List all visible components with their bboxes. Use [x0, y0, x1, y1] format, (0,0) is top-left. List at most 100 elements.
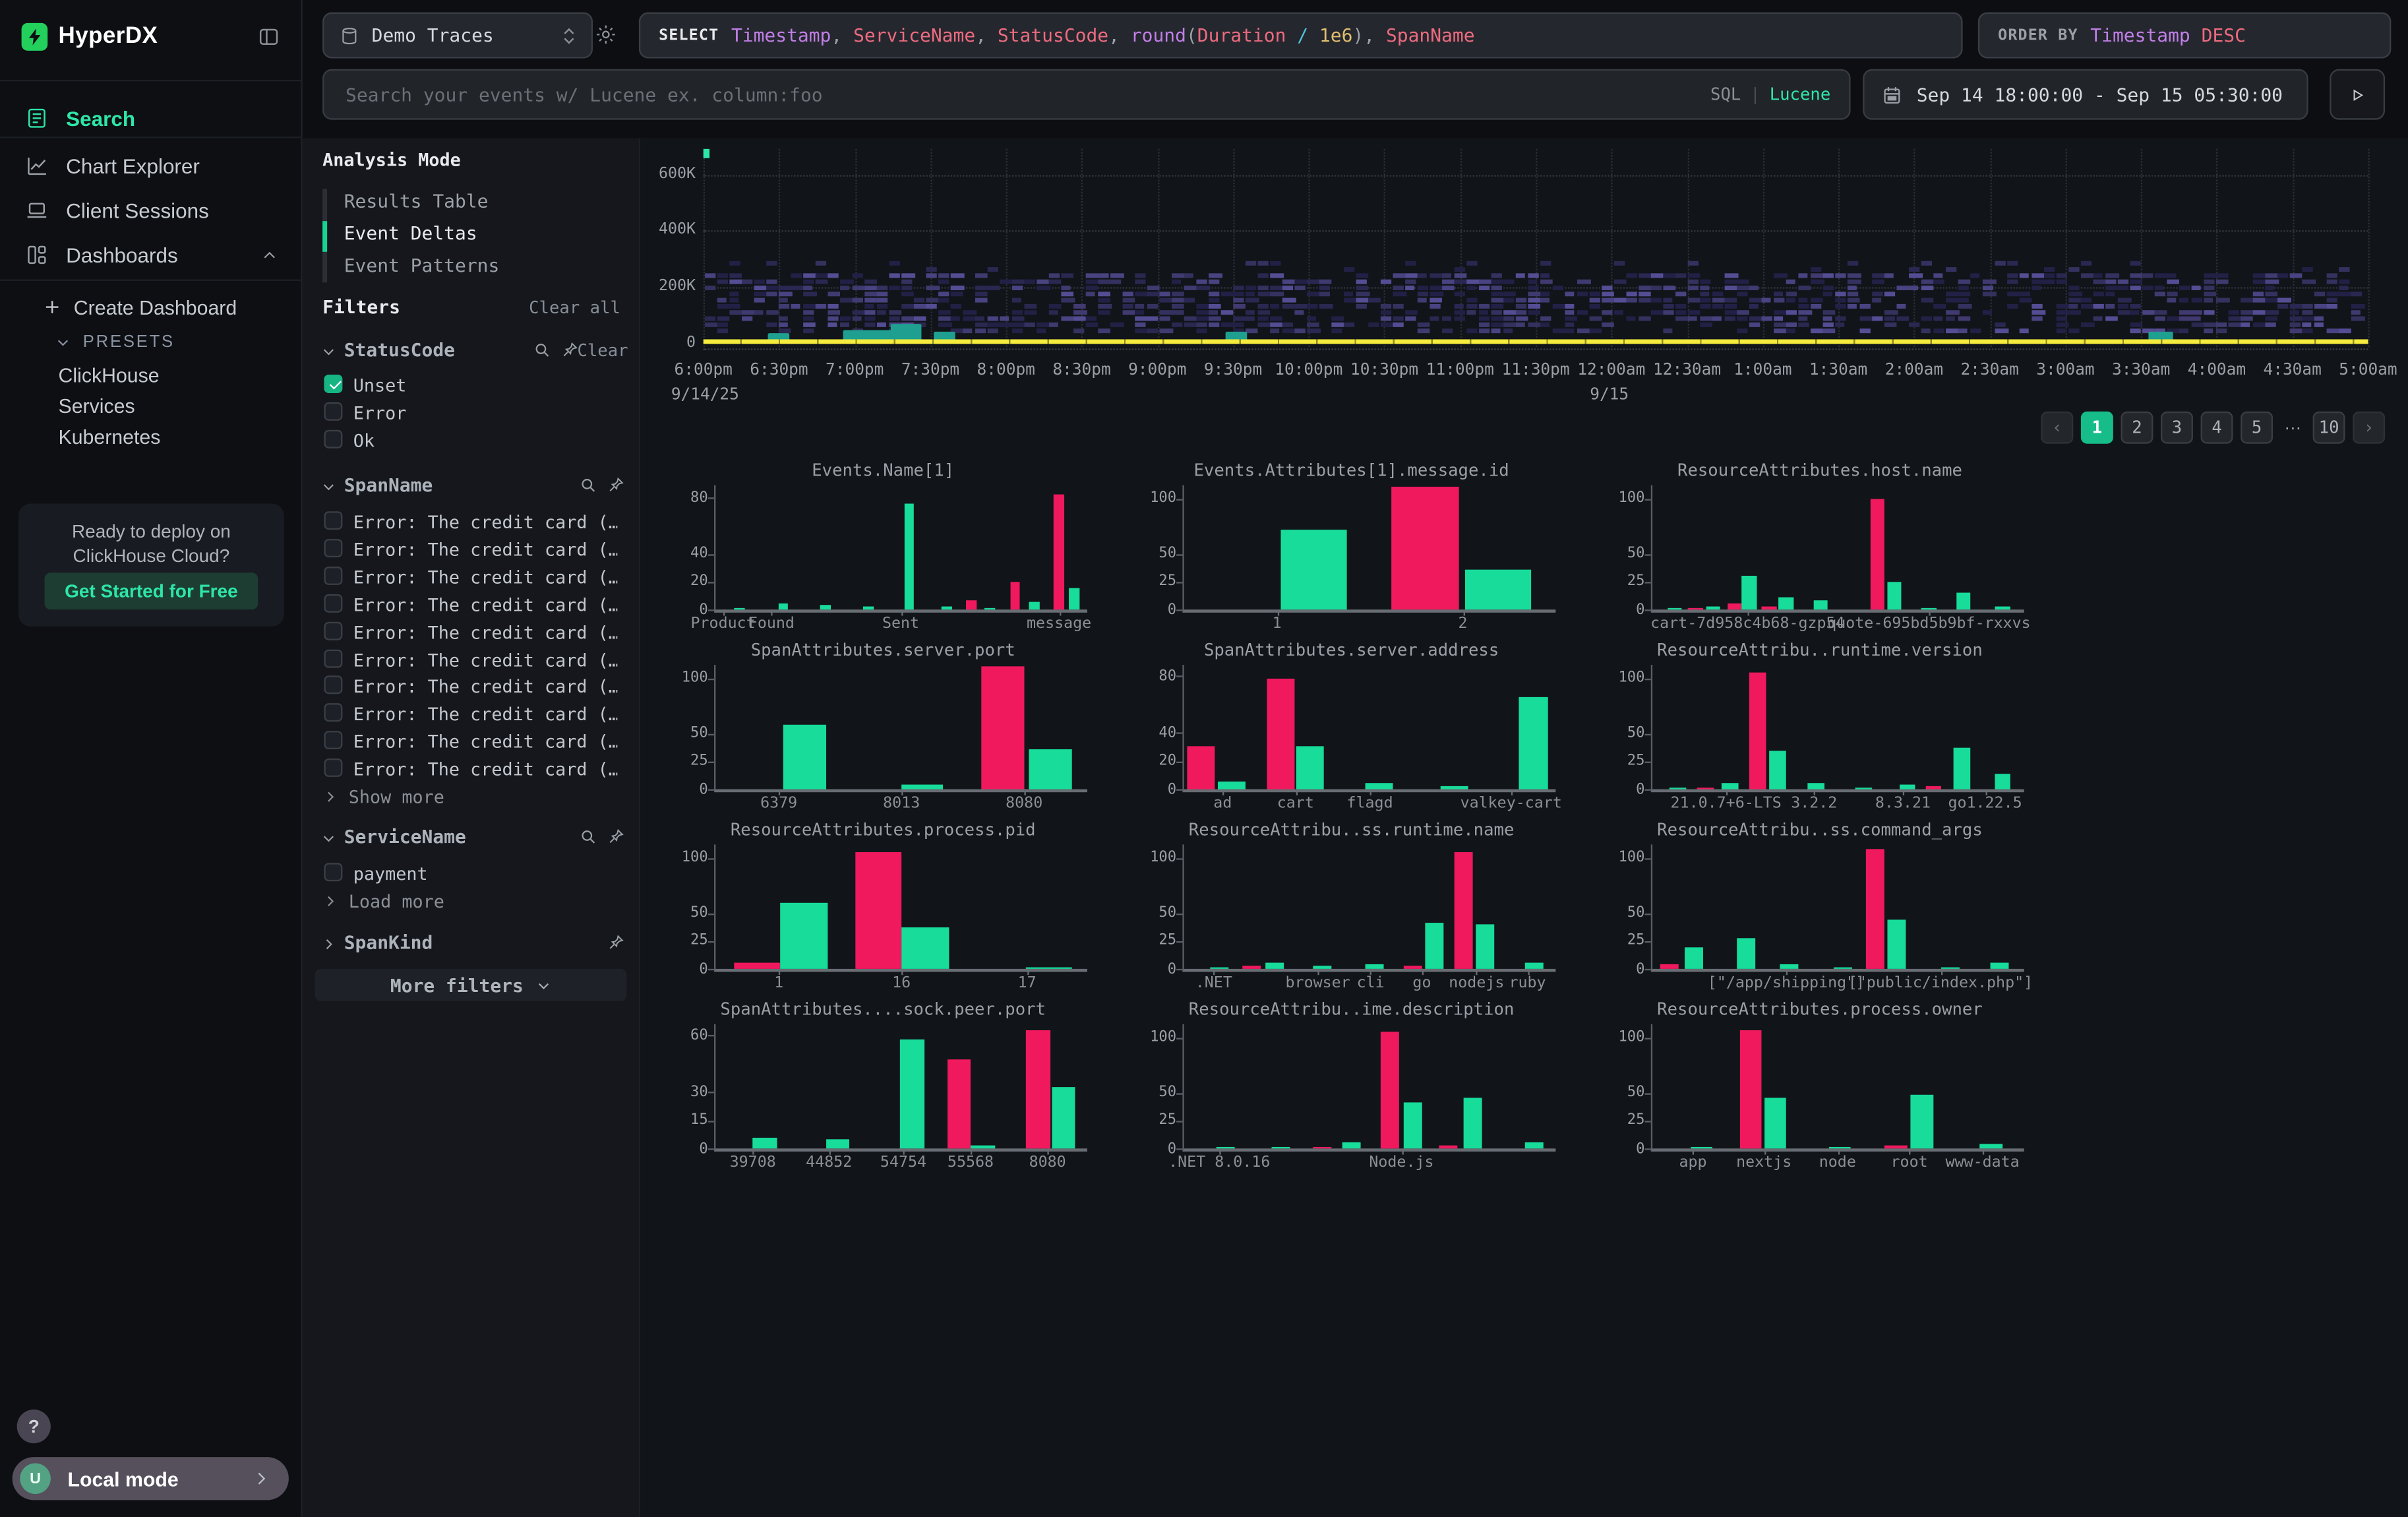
checkbox-unchecked[interactable] — [324, 758, 343, 778]
prev-page-button[interactable]: ‹ — [2041, 411, 2074, 444]
filter-group-header-spanname[interactable]: SpanName — [303, 473, 640, 501]
preset-link-services[interactable]: Services — [0, 390, 303, 421]
filter-checkbox-row[interactable]: payment — [303, 861, 640, 886]
filter-checkbox-row[interactable]: Unset — [303, 373, 640, 398]
checkbox-unchecked[interactable] — [324, 538, 343, 557]
analysis-mode-option-event-patterns[interactable]: Event Patterns — [344, 255, 500, 277]
mini-chart[interactable]: ResourceAttribu..ss.command_args 100 50 25 0… — [1605, 820, 2035, 992]
mini-chart[interactable]: ResourceAttribu..runtime.version 100 50 25 0… — [1605, 640, 2035, 812]
checkbox-unchecked[interactable] — [324, 402, 343, 421]
checkbox-unchecked[interactable] — [324, 594, 343, 613]
sidebar-item-client-sessions[interactable]: Client Sessions — [0, 189, 303, 232]
analysis-mode-option-results-table[interactable]: Results Table — [344, 190, 489, 212]
load-more-button[interactable]: Load more — [322, 890, 444, 913]
filter-checkbox-row[interactable]: Error — [303, 400, 640, 425]
filter-group-header-statuscode[interactable]: StatusCode Clear — [303, 338, 640, 365]
filter-checkbox-row[interactable]: Error: The credit card (… — [303, 620, 640, 644]
heatmap-cell — [2056, 328, 2066, 334]
local-mode-menu[interactable]: U Local mode — [12, 1457, 289, 1501]
search-input[interactable] — [342, 82, 1711, 107]
mode-lucene-toggle[interactable]: Lucene — [1769, 84, 1831, 105]
pin-icon[interactable] — [607, 828, 625, 846]
filter-checkbox-row[interactable]: Error: The credit card (… — [303, 675, 640, 699]
page-button-1[interactable]: 1 — [2080, 411, 2113, 444]
filter-group-header-spankind[interactable]: SpanKind — [303, 931, 640, 958]
hyperdx-logo-icon[interactable] — [21, 22, 48, 51]
app-title[interactable]: HyperDX — [58, 22, 158, 49]
bar — [1884, 1145, 1908, 1149]
filter-checkbox-row[interactable]: Error: The credit card (… — [303, 702, 640, 727]
mini-chart[interactable]: ResourceAttributes.process.owner 100 50 25 0… — [1605, 999, 2035, 1171]
presets-section-toggle[interactable]: PRESETS — [0, 327, 303, 358]
heatmap-cell — [2179, 297, 2189, 303]
search-icon[interactable] — [579, 828, 597, 846]
heatmap-cell — [2302, 322, 2312, 328]
filter-checkbox-row[interactable]: Error: The credit card (… — [303, 510, 640, 534]
pin-icon[interactable] — [607, 476, 625, 495]
run-query-button[interactable] — [2330, 69, 2386, 120]
mini-chart[interactable]: ResourceAttributes.process.pid 100 50 25 0 1 1… — [668, 820, 1098, 992]
mode-sql-toggle[interactable]: SQL — [1710, 84, 1741, 105]
source-select[interactable]: Demo Traces — [322, 12, 593, 59]
page-button-3[interactable]: 3 — [2161, 411, 2193, 444]
heatmap-cell — [1294, 285, 1305, 291]
time-range-picker[interactable]: Sep 14 18:00:00 - Sep 15 05:30:00 — [1863, 69, 2308, 120]
pin-icon[interactable] — [560, 341, 579, 359]
help-button[interactable]: ? — [16, 1409, 51, 1444]
checkbox-unchecked[interactable] — [324, 648, 343, 667]
page-button-2[interactable]: 2 — [2121, 411, 2153, 444]
checkbox-unchecked[interactable] — [324, 863, 343, 882]
sidebar-item-dashboards[interactable]: Dashboards — [0, 233, 303, 276]
checkbox-unchecked[interactable] — [324, 566, 343, 585]
mini-chart[interactable]: Events.Attributes[1].message.id 100 50 25 0 1… — [1137, 460, 1567, 633]
preset-link-clickhouse[interactable]: ClickHouse — [0, 359, 303, 390]
get-started-button[interactable]: Get Started for Free — [44, 573, 258, 610]
filter-checkbox-row[interactable]: Error: The credit card (… — [303, 757, 640, 782]
analysis-mode-option-event-deltas[interactable]: Event Deltas — [344, 222, 477, 245]
checkbox-unchecked[interactable] — [324, 621, 343, 640]
filter-checkbox-row[interactable]: Error: The credit card (… — [303, 538, 640, 562]
more-filters-button[interactable]: More filters — [315, 968, 627, 1001]
mini-chart[interactable]: Events.Name[1] 80 40 20 0 Product Found Sent mes… — [668, 460, 1098, 633]
filter-checkbox-row[interactable]: Ok — [303, 428, 640, 452]
checkbox-unchecked[interactable] — [324, 703, 343, 722]
collapse-sidebar-icon[interactable] — [256, 24, 281, 49]
mini-chart[interactable]: SpanAttributes....sock.peer.port 60 30 15 0 3… — [668, 999, 1098, 1171]
order-by-editor[interactable]: ORDER BY Timestamp DESC — [1977, 12, 2392, 59]
sidebar-item-search[interactable]: Search — [0, 97, 303, 140]
pin-icon[interactable] — [607, 933, 625, 952]
search-icon[interactable] — [533, 341, 551, 359]
heatmap-cell — [864, 297, 877, 303]
show-more-button[interactable]: Show more — [322, 786, 444, 809]
mini-chart[interactable]: SpanAttributes.server.port 100 50 25 0 6379 80… — [668, 640, 1098, 812]
filter-group-header-servicename[interactable]: ServiceName — [303, 824, 640, 852]
search-icon[interactable] — [579, 476, 597, 495]
checkbox-unchecked[interactable] — [324, 731, 343, 750]
mini-chart[interactable]: SpanAttributes.server.address 80 40 20 0 ad ca… — [1137, 640, 1567, 813]
checkbox-unchecked[interactable] — [324, 676, 343, 695]
next-page-button[interactable]: › — [2353, 411, 2386, 444]
mini-chart[interactable]: ResourceAttribu..ss.runtime.name 100 50 25 0… — [1137, 820, 1567, 992]
filter-checkbox-row[interactable]: Error: The credit card (… — [303, 647, 640, 671]
clear-all-button[interactable]: Clear all — [529, 297, 620, 318]
page-button-4[interactable]: 4 — [2200, 411, 2233, 444]
checkbox-checked[interactable] — [324, 375, 343, 393]
page-button-10[interactable]: 10 — [2312, 411, 2345, 444]
mini-chart[interactable]: ResourceAttribu..ime.description 100 50 25 0… — [1137, 999, 1567, 1171]
filter-checkbox-row[interactable]: Error: The credit card (… — [303, 729, 640, 754]
filter-checkbox-row[interactable]: Error: The credit card (… — [303, 565, 640, 589]
checkbox-unchecked[interactable] — [324, 511, 343, 530]
heatmap-cell — [1282, 303, 1295, 309]
page-button-5[interactable]: 5 — [2241, 411, 2273, 444]
mini-chart[interactable]: ResourceAttributes.host.name 100 50 25 0 cart… — [1605, 460, 2035, 633]
heatmap-cell — [2241, 310, 2254, 315]
sidebar-item-chart-explorer[interactable]: Chart Explorer — [0, 144, 303, 187]
clear-group-button[interactable]: Clear — [577, 340, 628, 361]
gear-icon[interactable] — [594, 23, 617, 46]
heatmap-cell — [1700, 316, 1714, 321]
filter-checkbox-row[interactable]: Error: The credit card (… — [303, 592, 640, 617]
create-dashboard-button[interactable]: Create Dashboard — [0, 292, 303, 323]
sql-select-editor[interactable]: SELECT Timestamp, ServiceName, StatusCod… — [638, 12, 1963, 59]
preset-link-kubernetes[interactable]: Kubernetes — [0, 421, 303, 452]
checkbox-unchecked[interactable] — [324, 429, 343, 449]
